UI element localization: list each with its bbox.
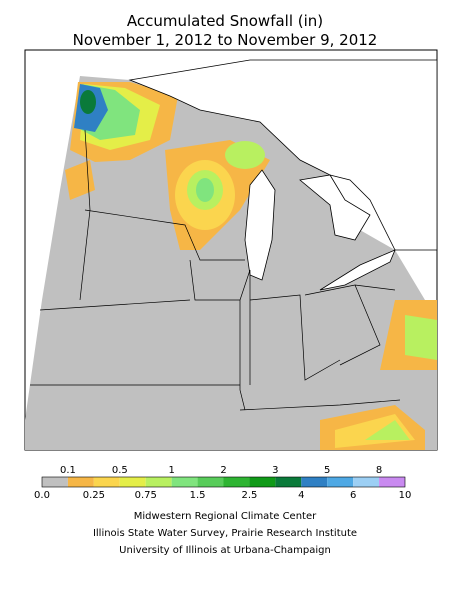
legend-label: 6 <box>350 490 356 501</box>
credit: Illinois State Water Survey, Prairie Res… <box>93 528 357 539</box>
legend-label: 8 <box>376 465 382 476</box>
legend-label: 0.25 <box>83 490 105 501</box>
legend-label: 0.5 <box>112 465 128 476</box>
legend-label: 1 <box>168 465 174 476</box>
legend-swatch <box>171 477 198 487</box>
legend-label: 1.5 <box>190 490 206 501</box>
legend-label: 5 <box>324 465 330 476</box>
map <box>24 49 438 451</box>
legend-swatch <box>67 477 94 487</box>
legend-swatch <box>275 477 302 487</box>
legend-swatch <box>249 477 276 487</box>
legend-label: 0.0 <box>34 490 50 501</box>
title-line: November 1, 2012 to November 9, 2012 <box>73 31 378 49</box>
legend-swatch <box>353 477 380 487</box>
legend-swatch <box>327 477 354 487</box>
legend-label: 0.75 <box>135 490 157 501</box>
legend-label: 4 <box>298 490 304 501</box>
legend-swatch <box>379 477 405 487</box>
legend: 0.0 0.1 0.25 0.5 0.75 1 1.5 2 2.5 3 4 5 6 8 10 <box>34 465 411 501</box>
legend-frame <box>41 476 406 488</box>
credit: Midwestern Regional Climate Center <box>134 511 317 522</box>
legend-label: 0.1 <box>60 465 76 476</box>
legend-label: 3 <box>272 465 278 476</box>
legend-swatch <box>197 477 224 487</box>
legend-label: 2 <box>220 465 226 476</box>
legend-label: 10 <box>399 490 412 501</box>
legend-swatch <box>42 477 68 487</box>
legend-swatch <box>119 477 146 487</box>
credit: University of Illinois at Urbana-Champai… <box>119 545 331 556</box>
legend-label: 2.5 <box>241 490 257 501</box>
legend-swatch <box>145 477 172 487</box>
legend-swatch <box>301 477 328 487</box>
title-line: Accumulated Snowfall (in) <box>127 12 323 30</box>
legend-swatch <box>223 477 250 487</box>
legend-swatch <box>93 477 120 487</box>
